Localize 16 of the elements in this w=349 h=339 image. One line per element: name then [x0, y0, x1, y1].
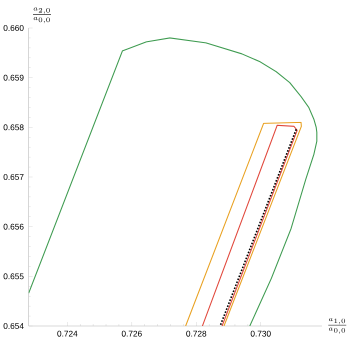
y-tick-label: 0.658: [4, 124, 24, 130]
y-tick-label: 0.654: [4, 323, 24, 329]
x-tick-label: 0.724: [57, 330, 78, 337]
line-series: [202, 124, 298, 326]
y-tick-label: 0.657: [4, 174, 24, 180]
line-series: [185, 122, 302, 326]
x-axis-title: $\frac{a_{1,0}}{a_{0,0}}$: [328, 318, 346, 334]
y-tick-label: 0.656: [4, 224, 24, 230]
y-axis-title: $\frac{a_{2,0}}{a_{0,0}}$: [33, 8, 51, 24]
x-tick-label: 0.726: [122, 330, 142, 337]
x-tick-label: 0.730: [250, 330, 271, 337]
y-tick-label: 0.659: [4, 74, 24, 81]
y-tick-label: 0.655: [4, 273, 24, 280]
line-series: [28, 37, 318, 326]
y-tick-label: 0.660: [4, 25, 24, 31]
x-tick-label: 0.728: [186, 330, 206, 337]
